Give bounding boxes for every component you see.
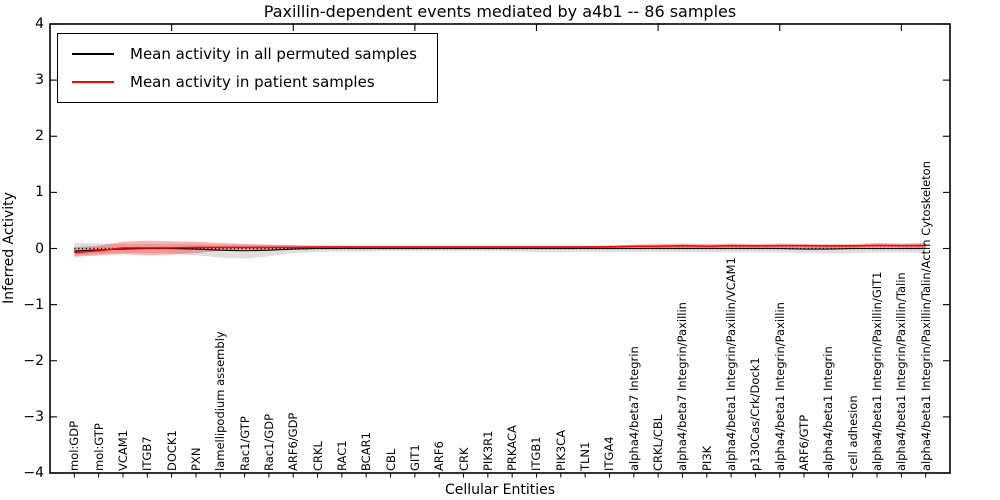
x-tick-label: DOCK1 (164, 430, 179, 471)
y-tick-label: −4 (23, 465, 44, 481)
x-tick-label: mol:GTP (91, 423, 106, 471)
x-tick-label: ITGB1 (529, 436, 544, 471)
x-tick-label: alpha4/beta7 Integrin/Paxillin (675, 302, 690, 471)
legend-entry-patient: Mean activity in patient samples (72, 68, 417, 96)
y-tick-label: 4 (35, 16, 44, 32)
legend-line-permuted-icon (72, 53, 114, 55)
y-tick-label: 1 (35, 184, 44, 201)
chart-title: Paxillin-dependent events mediated by a4… (263, 2, 737, 21)
x-tick-label: alpha4/beta1 Integrin (821, 346, 836, 471)
x-tick-label: ITGA4 (602, 436, 617, 471)
x-tick-label: PRKACA (505, 425, 520, 471)
x-tick-label: ARF6/GTP (797, 414, 812, 471)
x-tick-label: CRKL/CBL (651, 414, 666, 471)
x-tick-label: VCAM1 (115, 429, 130, 471)
x-tick-label: ITGB7 (140, 436, 155, 471)
x-tick-label: alpha4/beta1 Integrin/Paxillin/VCAM1 (724, 257, 739, 471)
plot-area (49, 23, 951, 478)
x-tick-label: alpha4/beta1 Integrin/Paxillin/GIT1 (870, 271, 885, 471)
x-tick-label: alpha4/beta1 Integrin/Paxillin/Talin/Act… (918, 161, 933, 471)
y-tick-label: 3 (35, 72, 44, 89)
y-tick-label: −3 (23, 408, 44, 425)
x-tick-label: CRKL (310, 441, 325, 471)
legend-line-patient-icon (72, 81, 114, 83)
x-tick-label: ARF6/GDP (286, 412, 301, 471)
x-tick-label: Rac1/GDP (261, 413, 276, 471)
x-tick-label: BCAR1 (359, 432, 374, 471)
y-tick-label: 0 (35, 240, 44, 257)
y-tick-label: −2 (23, 352, 44, 369)
legend-entry-permuted: Mean activity in all permuted samples (72, 40, 417, 68)
x-tick-label: PI3K (699, 445, 714, 471)
x-tick-label: ARF6 (432, 441, 447, 471)
y-tick-label: 2 (35, 128, 44, 145)
x-tick-label: cell adhesion (845, 395, 860, 471)
x-tick-label: lamellipodium assembly (213, 331, 228, 471)
x-axis-label: Cellular Entities (444, 482, 556, 498)
x-tick-label: PIK3CA (553, 429, 568, 471)
x-tick-label: alpha4/beta7 Integrin (626, 346, 641, 471)
x-tick-label: alpha4/beta1 Integrin/Paxillin (772, 302, 787, 471)
x-tick-label: GIT1 (407, 444, 422, 471)
y-tick-label: −1 (23, 296, 44, 313)
legend-label-patient: Mean activity in patient samples (130, 73, 375, 91)
legend-label-permuted: Mean activity in all permuted samples (130, 45, 417, 63)
x-tick-label: p130Cas/Crk/Dock1 (748, 357, 763, 471)
x-tick-label: CBL (383, 448, 398, 471)
x-tick-label: Rac1/GTP (237, 416, 252, 471)
x-tick-label: mol:GDP (67, 420, 82, 471)
x-tick-label: TLN1 (578, 441, 593, 471)
x-tick-label: PIK3R1 (480, 430, 495, 472)
x-tick-label: CRK (456, 447, 471, 471)
x-tick-label: RAC1 (334, 440, 349, 471)
x-tick-label: alpha4/beta1 Integrin/Paxillin/Talin (894, 272, 909, 471)
x-tick-label: PXN (188, 447, 203, 471)
legend: Mean activity in all permuted samples Me… (57, 33, 438, 103)
